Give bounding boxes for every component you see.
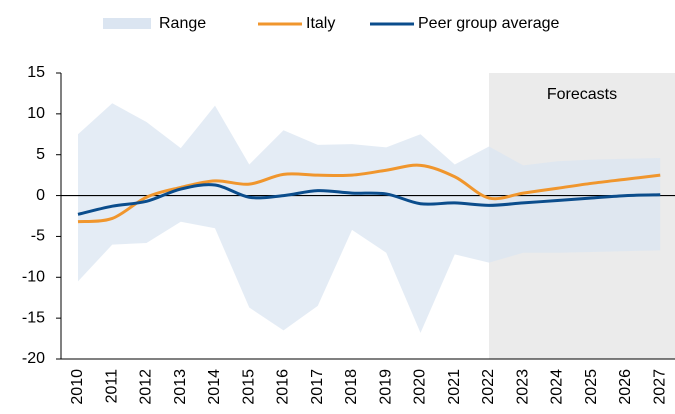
y-tick-label: -20 <box>22 350 45 367</box>
forecast-label: Forecasts <box>547 86 617 103</box>
x-tick-label: 2026 <box>617 369 634 405</box>
y-tick-label: 15 <box>27 64 45 81</box>
range-area <box>78 103 661 333</box>
y-tick-label: 5 <box>36 146 45 163</box>
legend-label: Peer group average <box>418 15 560 32</box>
y-tick-label: 0 <box>36 187 45 204</box>
x-tick-label: 2022 <box>480 369 497 405</box>
legend-label: Italy <box>306 15 335 32</box>
line <box>77 163 661 224</box>
y-tick-label: -5 <box>31 228 45 245</box>
x-tick-label: 2019 <box>377 369 394 405</box>
x-tick-label: 2011 <box>103 369 120 404</box>
x-tick-label: 2023 <box>514 369 531 405</box>
legend-label: Range <box>159 15 206 32</box>
x-tick-label: 2024 <box>549 369 566 405</box>
legend-swatch <box>103 18 151 29</box>
y-tick-label: -15 <box>22 309 45 326</box>
x-tick-label: 2012 <box>138 369 155 405</box>
y-tick-label: -10 <box>22 269 45 286</box>
x-tick-label: 2017 <box>309 369 326 405</box>
x-tick-label: 2018 <box>343 369 360 405</box>
x-tick-label: 2020 <box>412 369 429 405</box>
x-tick-label: 2016 <box>275 369 292 405</box>
x-tick-label: 2014 <box>206 369 223 405</box>
x-tick-label: 2025 <box>583 369 600 405</box>
x-tick-label: 2021 <box>446 369 463 405</box>
line <box>77 183 661 216</box>
x-tick-label: 2010 <box>69 369 86 405</box>
y-tick-label: 10 <box>27 105 45 122</box>
x-tick-label: 2015 <box>240 369 257 405</box>
x-tick-label: 2027 <box>651 369 668 405</box>
x-tick-label: 2013 <box>172 369 189 405</box>
